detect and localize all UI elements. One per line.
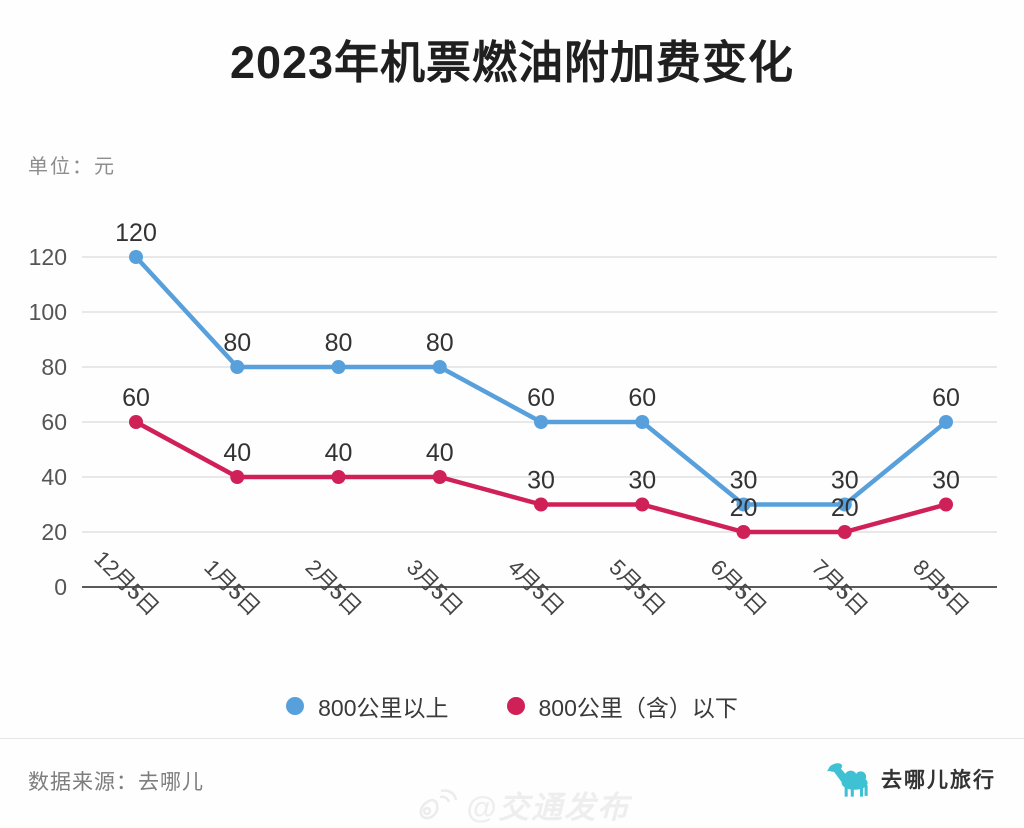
chart-legend: 800公里以上 800公里（含）以下 bbox=[0, 689, 1024, 723]
unit-label: 单位：元 bbox=[28, 156, 116, 178]
y-tick-label: 80 bbox=[41, 354, 67, 380]
data-point bbox=[635, 497, 650, 512]
y-tick-label: 20 bbox=[41, 519, 67, 545]
data-point bbox=[534, 497, 548, 512]
data-label: 60 bbox=[527, 384, 555, 412]
data-source-label: 数据来源：去哪儿 bbox=[28, 771, 204, 794]
data-point bbox=[837, 497, 852, 512]
qunar-brand-logo: 去哪儿旅行 bbox=[827, 758, 996, 800]
data-point bbox=[939, 497, 953, 512]
data-point bbox=[635, 415, 650, 429]
data-label: 40 bbox=[325, 439, 353, 467]
data-point bbox=[129, 250, 143, 264]
x-tick-label: 12月5日 bbox=[89, 546, 164, 621]
y-tick-label: 60 bbox=[41, 409, 67, 435]
data-point bbox=[331, 360, 346, 374]
legend-item-1: 800公里（含）以下 bbox=[506, 689, 738, 723]
data-label: 20 bbox=[831, 494, 859, 522]
data-label: 30 bbox=[831, 467, 859, 495]
legend-label: 800公里（含）以下 bbox=[538, 695, 738, 721]
footer-divider bbox=[0, 738, 1024, 739]
data-label: 30 bbox=[628, 467, 656, 495]
data-point bbox=[736, 525, 751, 539]
data-point bbox=[331, 470, 346, 484]
y-tick-label: 40 bbox=[41, 464, 67, 490]
data-label: 40 bbox=[223, 439, 251, 467]
data-label: 30 bbox=[527, 467, 555, 495]
data-label: 80 bbox=[223, 329, 251, 357]
data-label: 40 bbox=[426, 439, 454, 467]
watermark-text: @交通发布 bbox=[466, 790, 631, 825]
data-label: 60 bbox=[628, 384, 656, 412]
data-point bbox=[230, 470, 245, 484]
data-point bbox=[534, 415, 548, 429]
data-label: 30 bbox=[730, 467, 758, 495]
data-label: 30 bbox=[932, 467, 960, 495]
page-title: 2023年机票燃油附加费变化 bbox=[229, 37, 795, 88]
data-label: 120 bbox=[115, 219, 157, 247]
y-tick-label: 0 bbox=[54, 574, 67, 600]
data-point bbox=[129, 415, 143, 429]
weibo-icon bbox=[419, 788, 458, 819]
data-label: 80 bbox=[325, 329, 353, 357]
brand-name: 去哪儿旅行 bbox=[881, 769, 996, 792]
data-point bbox=[432, 470, 447, 484]
legend-label: 800公里以上 bbox=[318, 695, 449, 721]
data-label: 20 bbox=[730, 494, 758, 522]
data-label: 60 bbox=[122, 384, 150, 412]
data-point bbox=[736, 497, 751, 512]
legend-item-0: 800公里以上 bbox=[286, 689, 449, 723]
data-point bbox=[432, 360, 447, 374]
camel-logo-icon bbox=[827, 763, 868, 797]
data-label: 80 bbox=[426, 329, 454, 357]
data-point bbox=[939, 415, 953, 429]
legend-dot-icon bbox=[506, 697, 525, 715]
y-tick-label: 120 bbox=[29, 244, 67, 270]
weibo-watermark: @交通发布 bbox=[418, 782, 630, 827]
data-point bbox=[837, 525, 852, 539]
data-label: 60 bbox=[932, 384, 960, 412]
legend-dot-icon bbox=[286, 697, 305, 715]
data-point bbox=[230, 360, 245, 374]
y-tick-label: 100 bbox=[29, 299, 67, 325]
